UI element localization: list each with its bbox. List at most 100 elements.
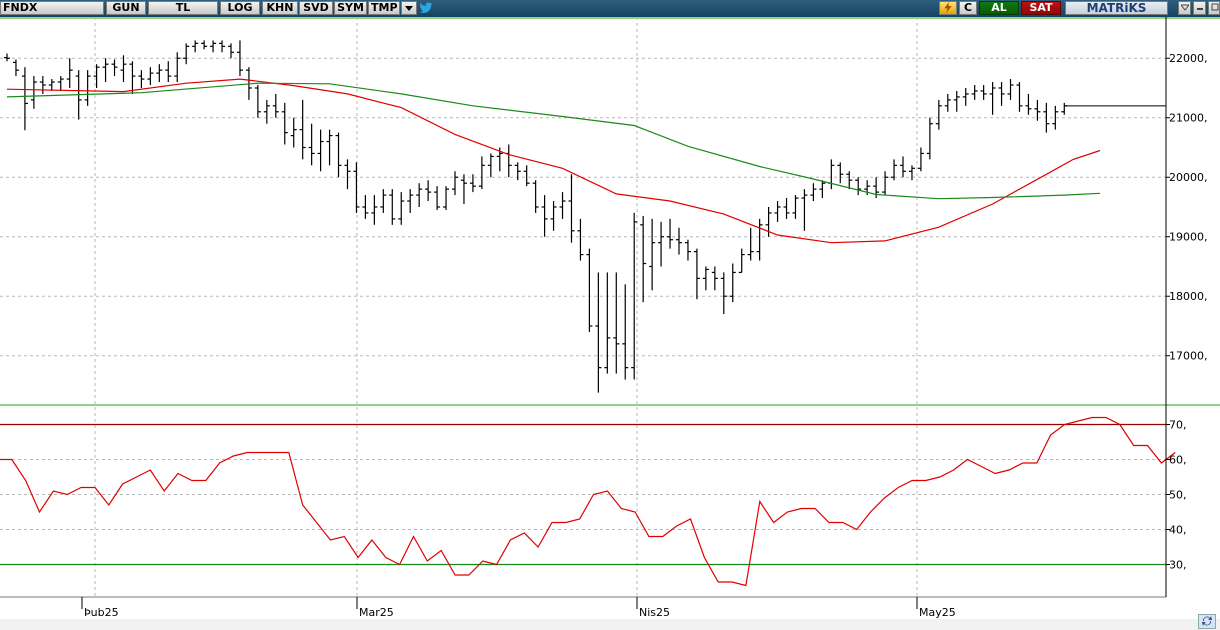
ohlc-bar xyxy=(84,70,91,106)
ohlc-bar xyxy=(523,165,530,187)
ohlc-bar xyxy=(559,192,566,219)
ohlc-bar xyxy=(210,40,217,53)
ohlc-bar xyxy=(93,64,100,88)
log-button[interactable]: LOG xyxy=(220,1,260,15)
ohlc-bar xyxy=(676,227,682,255)
price-y-tick-label: 18000, xyxy=(1169,290,1208,303)
symbol-field[interactable]: FNDX xyxy=(0,1,104,15)
ohlc-bar xyxy=(416,183,423,207)
ohlc-bar xyxy=(425,180,432,202)
sell-button[interactable]: SAT xyxy=(1021,1,1061,15)
ohlc-bar xyxy=(219,40,226,53)
ohlc-bar xyxy=(882,171,889,196)
dropdown-menu-icon[interactable] xyxy=(1178,1,1191,15)
ohlc-bar xyxy=(174,52,181,83)
oscillator-y-tick-label: 60, xyxy=(1169,454,1187,467)
x-tick-label: Þub25 xyxy=(84,606,119,619)
ohlc-bar xyxy=(1016,82,1023,112)
ohlc-bar xyxy=(604,272,611,374)
price-ohlc-bars xyxy=(4,40,1166,393)
ohlc-bar xyxy=(622,284,629,380)
ohlc-bar xyxy=(434,186,441,210)
ohlc-bar xyxy=(165,61,172,83)
ohlc-bar xyxy=(460,174,467,205)
ohlc-bar xyxy=(774,201,781,222)
ohlc-bar xyxy=(908,165,915,181)
ohlc-bar xyxy=(532,180,539,213)
oscillator-y-tick-label: 70, xyxy=(1169,419,1187,432)
ohlc-bar xyxy=(1061,102,1068,115)
ohlc-bar xyxy=(738,248,745,274)
ohlc-bar xyxy=(4,53,10,62)
ohlc-bar xyxy=(443,186,450,210)
ohlc-bar xyxy=(720,272,727,315)
minimize-icon[interactable] xyxy=(1193,1,1206,15)
lightning-icon[interactable] xyxy=(939,1,957,15)
ohlc-bar xyxy=(1007,79,1014,100)
status-strip xyxy=(0,619,1220,630)
ohlc-bar xyxy=(747,227,754,261)
ohlc-bar xyxy=(702,266,709,291)
ohlc-bar xyxy=(962,87,969,106)
fast-moving-average-line xyxy=(6,78,1101,244)
ohlc-bar xyxy=(613,272,620,374)
toolbar: FNDX GUN TL LOG KHN SVD SYM TMP C AL SAT… xyxy=(0,0,1220,17)
price-y-tick-label: 19000, xyxy=(1169,231,1208,244)
ohlc-bar xyxy=(953,90,960,112)
ohlc-bar xyxy=(792,195,799,219)
ohlc-bar xyxy=(944,93,951,112)
ohlc-bar xyxy=(326,129,333,166)
ohlc-bar xyxy=(917,147,924,172)
ohlc-bar xyxy=(667,218,674,249)
ohlc-bar xyxy=(900,156,906,178)
ohlc-bar xyxy=(272,93,279,118)
price-y-tick-label: 17000, xyxy=(1169,350,1208,363)
ohlc-bar xyxy=(837,162,844,184)
ohlc-bar xyxy=(48,79,55,91)
khn-button[interactable]: KHN xyxy=(262,1,298,15)
c-button[interactable]: C xyxy=(959,1,977,15)
ohlc-bar xyxy=(1025,93,1032,115)
ohlc-bar xyxy=(371,195,378,225)
ohlc-bar xyxy=(810,183,817,202)
ohlc-bar xyxy=(39,76,46,94)
price-y-tick-label: 20000, xyxy=(1169,171,1208,184)
ohlc-bar xyxy=(281,102,288,145)
ohlc-bar xyxy=(30,76,37,109)
ohlc-bar xyxy=(891,159,898,181)
ohlc-bar xyxy=(649,218,656,291)
sym-button[interactable]: SYM xyxy=(334,1,367,15)
sync-icon[interactable] xyxy=(1198,614,1216,629)
svd-button[interactable]: SVD xyxy=(299,1,333,15)
x-tick-label: May25 xyxy=(919,606,956,619)
ohlc-bar xyxy=(505,144,512,178)
ohlc-bar xyxy=(586,248,593,332)
ohlc-bar xyxy=(353,162,360,213)
ohlc-bar xyxy=(819,180,826,199)
restore-icon[interactable] xyxy=(1208,1,1220,15)
tl-button[interactable]: TL xyxy=(148,1,218,15)
ohlc-bar xyxy=(12,59,19,77)
oscillator-line xyxy=(0,416,1176,587)
ohlc-bar xyxy=(120,55,127,83)
buy-button[interactable]: AL xyxy=(979,1,1019,15)
ohlc-bar xyxy=(595,272,602,393)
ohlc-bar xyxy=(290,117,297,148)
ohlc-bar xyxy=(783,198,790,219)
price-y-tick-label: 21000, xyxy=(1169,112,1208,125)
ohlc-bar xyxy=(228,43,234,59)
axes: 17000, 18000, 19000, 20000, 21000, 22000, 30, 4… xyxy=(0,17,1220,630)
dropdown-icon[interactable] xyxy=(401,1,417,15)
matriks-logo: MATRiKS xyxy=(1065,1,1168,15)
ohlc-bar xyxy=(147,67,154,86)
ohlc-bar xyxy=(568,174,575,243)
twitter-bird-icon[interactable] xyxy=(419,2,433,14)
ohlc-bar xyxy=(550,201,557,231)
gun-button[interactable]: GUN xyxy=(106,1,146,15)
tmp-button[interactable]: TMP xyxy=(368,1,400,15)
ohlc-bar xyxy=(1052,105,1059,130)
ohlc-bar xyxy=(801,189,808,231)
ohlc-bar xyxy=(344,159,351,190)
ohlc-bar xyxy=(926,117,933,160)
ohlc-bar xyxy=(299,99,306,160)
